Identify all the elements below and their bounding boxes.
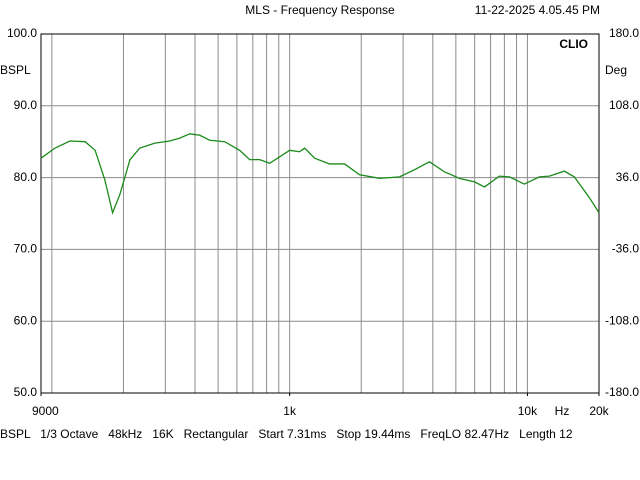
y2-tick-label: -36.0 <box>612 242 640 256</box>
y-tick-label: 80.0 <box>14 170 38 184</box>
x-tick-label: 10k <box>518 404 538 418</box>
y-axis-label: BSPL <box>0 63 31 77</box>
y2-tick-label: 108.0 <box>609 98 639 112</box>
x-tick-label: 20k <box>589 404 609 418</box>
y2-axis-label: Deg <box>605 63 627 77</box>
y-tick-label: 60.0 <box>14 313 38 327</box>
y-tick-label: 100.0 <box>7 26 37 40</box>
y2-tick-label: 36.0 <box>616 170 640 184</box>
y2-tick-label: -108.0 <box>605 313 639 327</box>
timestamp: 11-22-2025 4.05.45 PM <box>475 3 600 17</box>
x-tick-label: 9000 <box>32 404 59 418</box>
x-unit: Hz <box>555 404 570 418</box>
y2-tick-label: 180.0 <box>609 26 639 40</box>
chart-title: MLS - Frequency Response <box>245 3 395 17</box>
brand: CLIO <box>559 37 588 51</box>
y-tick-label: 70.0 <box>14 242 38 256</box>
y2-tick-label: -180.0 <box>605 385 639 399</box>
response-line <box>40 133 600 215</box>
x-tick-label: 1k <box>283 404 297 418</box>
y-tick-label: 50.0 <box>14 385 38 399</box>
plot-frame <box>40 33 600 394</box>
y-tick-label: 90.0 <box>14 98 38 112</box>
footer: BSPL 1/3 Octave 48kHz 16K Rectangular St… <box>0 427 573 441</box>
